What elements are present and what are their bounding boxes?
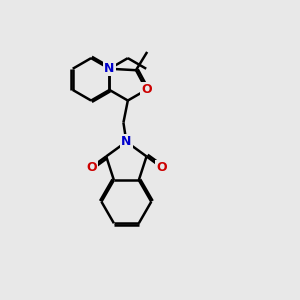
Text: N: N: [121, 135, 131, 148]
Text: O: O: [86, 160, 97, 174]
Text: O: O: [156, 160, 166, 174]
Text: N: N: [104, 62, 115, 75]
Text: O: O: [141, 83, 152, 96]
